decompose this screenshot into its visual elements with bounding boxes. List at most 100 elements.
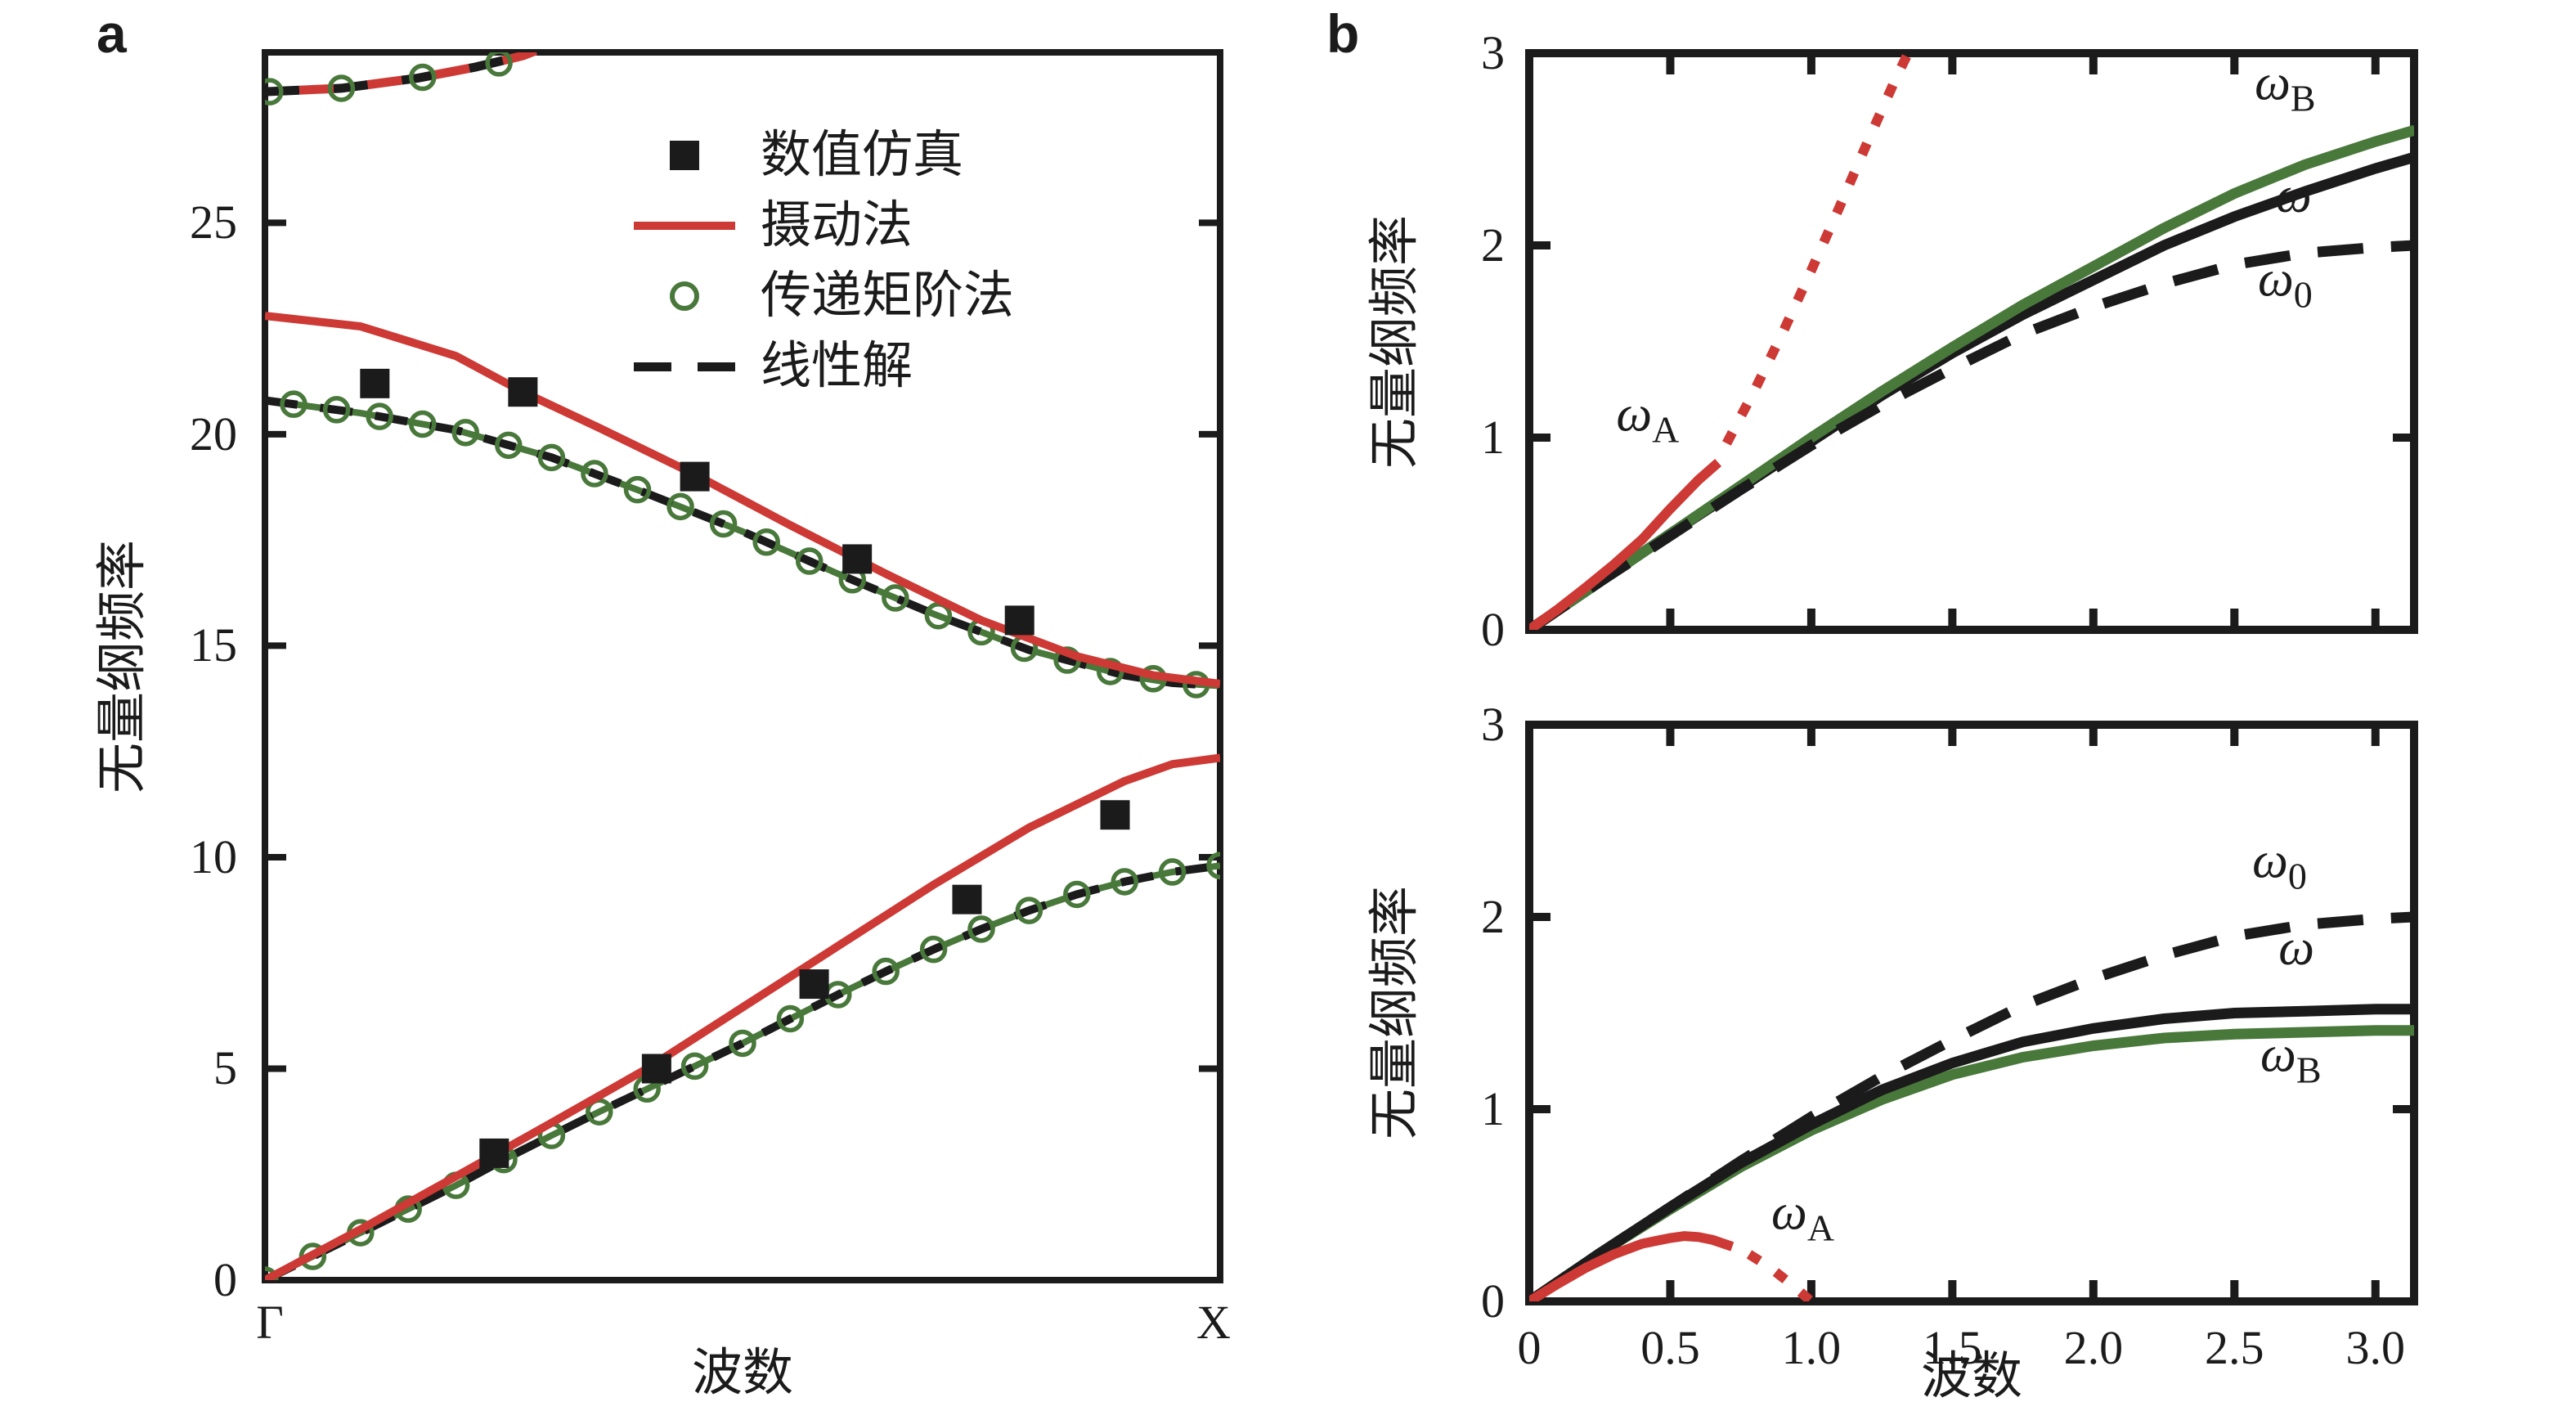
panel-a-xtick-x: X [1196, 1296, 1231, 1349]
panel-b-ytick-label: 0 [1481, 603, 1505, 656]
acoustic-circle-marker [1015, 896, 1043, 924]
optical-circle-marker [322, 396, 351, 424]
panel-a-ytick-label: 15 [190, 618, 237, 672]
panel-b-x-axis-label: 波数 [1920, 1349, 2023, 1404]
optical-simulation-square [680, 461, 710, 492]
plot-frame-bt [1525, 49, 2418, 634]
optical-circle-marker [537, 443, 566, 472]
acoustic-circle-marker [824, 981, 852, 1009]
optical-circle-marker [408, 410, 437, 438]
panel-b-top-y-axis-label: 无量纲频率 [1367, 214, 1423, 470]
curve-label-omega0: ω0 [2252, 833, 2307, 897]
omega-a-solid-line [1529, 458, 1722, 630]
optical-simulation-square [360, 368, 390, 398]
curve-label-omega: ω [2275, 167, 2312, 223]
optical-circle-marker [623, 475, 652, 504]
curve-label-omegaB: ωB [2255, 55, 2316, 119]
optical-circle-marker [796, 547, 824, 575]
panel-b-ytick-label: 3 [1481, 26, 1505, 79]
legend-item-linear-solution: 线性解 [623, 335, 913, 398]
optical-circle-marker [451, 419, 480, 447]
optical-circle-marker [280, 390, 307, 418]
acoustic-circle-marker [776, 1004, 805, 1033]
legend-label: 摄动法 [761, 198, 913, 254]
green-circle-marker-icon [623, 281, 746, 311]
optical-circle-marker [882, 584, 909, 612]
panel-a-ytick-label: 20 [190, 407, 237, 461]
panel-b-xtick-label: 3.0 [2345, 1321, 2405, 1374]
acoustic-simulation-square [952, 884, 982, 914]
optical-circle-marker [495, 431, 523, 460]
panel-a-y-axis-label: 无量纲频率 [95, 539, 150, 794]
legend-label: 数值仿真 [761, 128, 964, 183]
legend-item-perturbation: 摄动法 [623, 195, 913, 257]
curve-label-omega0: ω0 [2257, 251, 2313, 316]
panel-b-ytick-label: 2 [1481, 890, 1505, 943]
acoustic-circle-marker [967, 915, 995, 943]
panel-b-ytick-label: 3 [1481, 698, 1505, 751]
optical-circle-marker [709, 510, 738, 538]
black-square-marker-icon [623, 141, 746, 170]
black-dash-icon [623, 362, 746, 371]
acoustic-circle-marker [680, 1052, 709, 1081]
curve-label-omegaB: ωB [2260, 1027, 2322, 1091]
plot-frame-a [262, 49, 1223, 1283]
panel-b-xtick-label: 1.5 [1923, 1321, 1982, 1374]
optical-circle-marker [752, 528, 780, 556]
curve-label-omegaA: ωA [1616, 386, 1680, 450]
panel-b-xtick-label: 2.5 [2205, 1321, 2264, 1374]
panel-b-ytick-label: 1 [1481, 1082, 1505, 1135]
optical-circle-marker [366, 402, 393, 430]
omega-a-dotted-line [1746, 1250, 1815, 1301]
optical-circle-marker [581, 460, 608, 488]
upper-branch-circle-marker [265, 78, 284, 106]
acoustic-circle-marker [1111, 868, 1138, 896]
panel-a-ytick-label: 5 [213, 1041, 237, 1095]
curve-label-omegaA: ωA [1771, 1184, 1835, 1249]
panel-b-letter: b [1326, 3, 1360, 64]
acoustic-circle-marker [872, 957, 900, 986]
omega-0-dashed-line [1529, 240, 2414, 630]
upper-branch-circle-marker [408, 63, 437, 92]
optical-simulation-square [508, 377, 538, 407]
acoustic-circle-marker [1063, 880, 1091, 909]
legend-label: 传递矩阶法 [761, 268, 1015, 324]
acoustic-circle-marker [1158, 858, 1187, 886]
panel-b-bottom-y-axis-label: 无量纲频率 [1367, 885, 1423, 1140]
panel-a-ytick-label: 0 [213, 1253, 237, 1306]
panel-a-ytick-label: 10 [190, 829, 237, 883]
panel-b-xtick-label: 2.0 [2063, 1321, 2124, 1374]
acoustic-circle-marker [919, 935, 948, 964]
red-line-icon [623, 222, 746, 230]
panel-a-xtick-gamma: Γ [256, 1296, 284, 1349]
optical-simulation-square [1004, 605, 1034, 636]
legend-item-transfer-matrix: 传递矩阶法 [623, 265, 1014, 327]
panel-a-x-axis-label: 波数 [691, 1346, 794, 1401]
panel-a-ytick-label: 25 [190, 195, 237, 249]
panel-b-ytick-label: 1 [1481, 411, 1505, 464]
panel-a-letter: a [96, 3, 127, 64]
curve-label-omega: ω [2278, 919, 2315, 976]
panel-b-xtick-label: 1.0 [1781, 1321, 1842, 1374]
omega-a-solid-line [1529, 1231, 1735, 1301]
acoustic-simulation-square [799, 969, 829, 1000]
acoustic-simulation-square [641, 1054, 671, 1084]
acoustic-simulation-square [1100, 800, 1130, 830]
acoustic-simulation-square [479, 1138, 509, 1168]
acoustic-circle-marker [1206, 852, 1220, 880]
omega-a-dotted-line [1722, 53, 1914, 446]
optical-perturbation-line [265, 312, 1220, 688]
omega-0-dashed-line [1529, 911, 2414, 1301]
acoustic-perturbation-line [265, 753, 1220, 1280]
optical-circle-marker [924, 601, 953, 630]
panel-b-xtick-label: 0.5 [1640, 1321, 1700, 1374]
optical-transfer-matrix-line [265, 397, 1220, 690]
acoustic-linear-dashed-line [265, 861, 1220, 1280]
legend-item-simulation: 数值仿真 [623, 124, 963, 186]
panel-b-ytick-label: 2 [1481, 218, 1505, 272]
panel-b-xtick-label: 0 [1517, 1321, 1542, 1374]
upper-branch-circle-marker [485, 52, 513, 77]
upper-branch-circle-marker [327, 74, 356, 102]
